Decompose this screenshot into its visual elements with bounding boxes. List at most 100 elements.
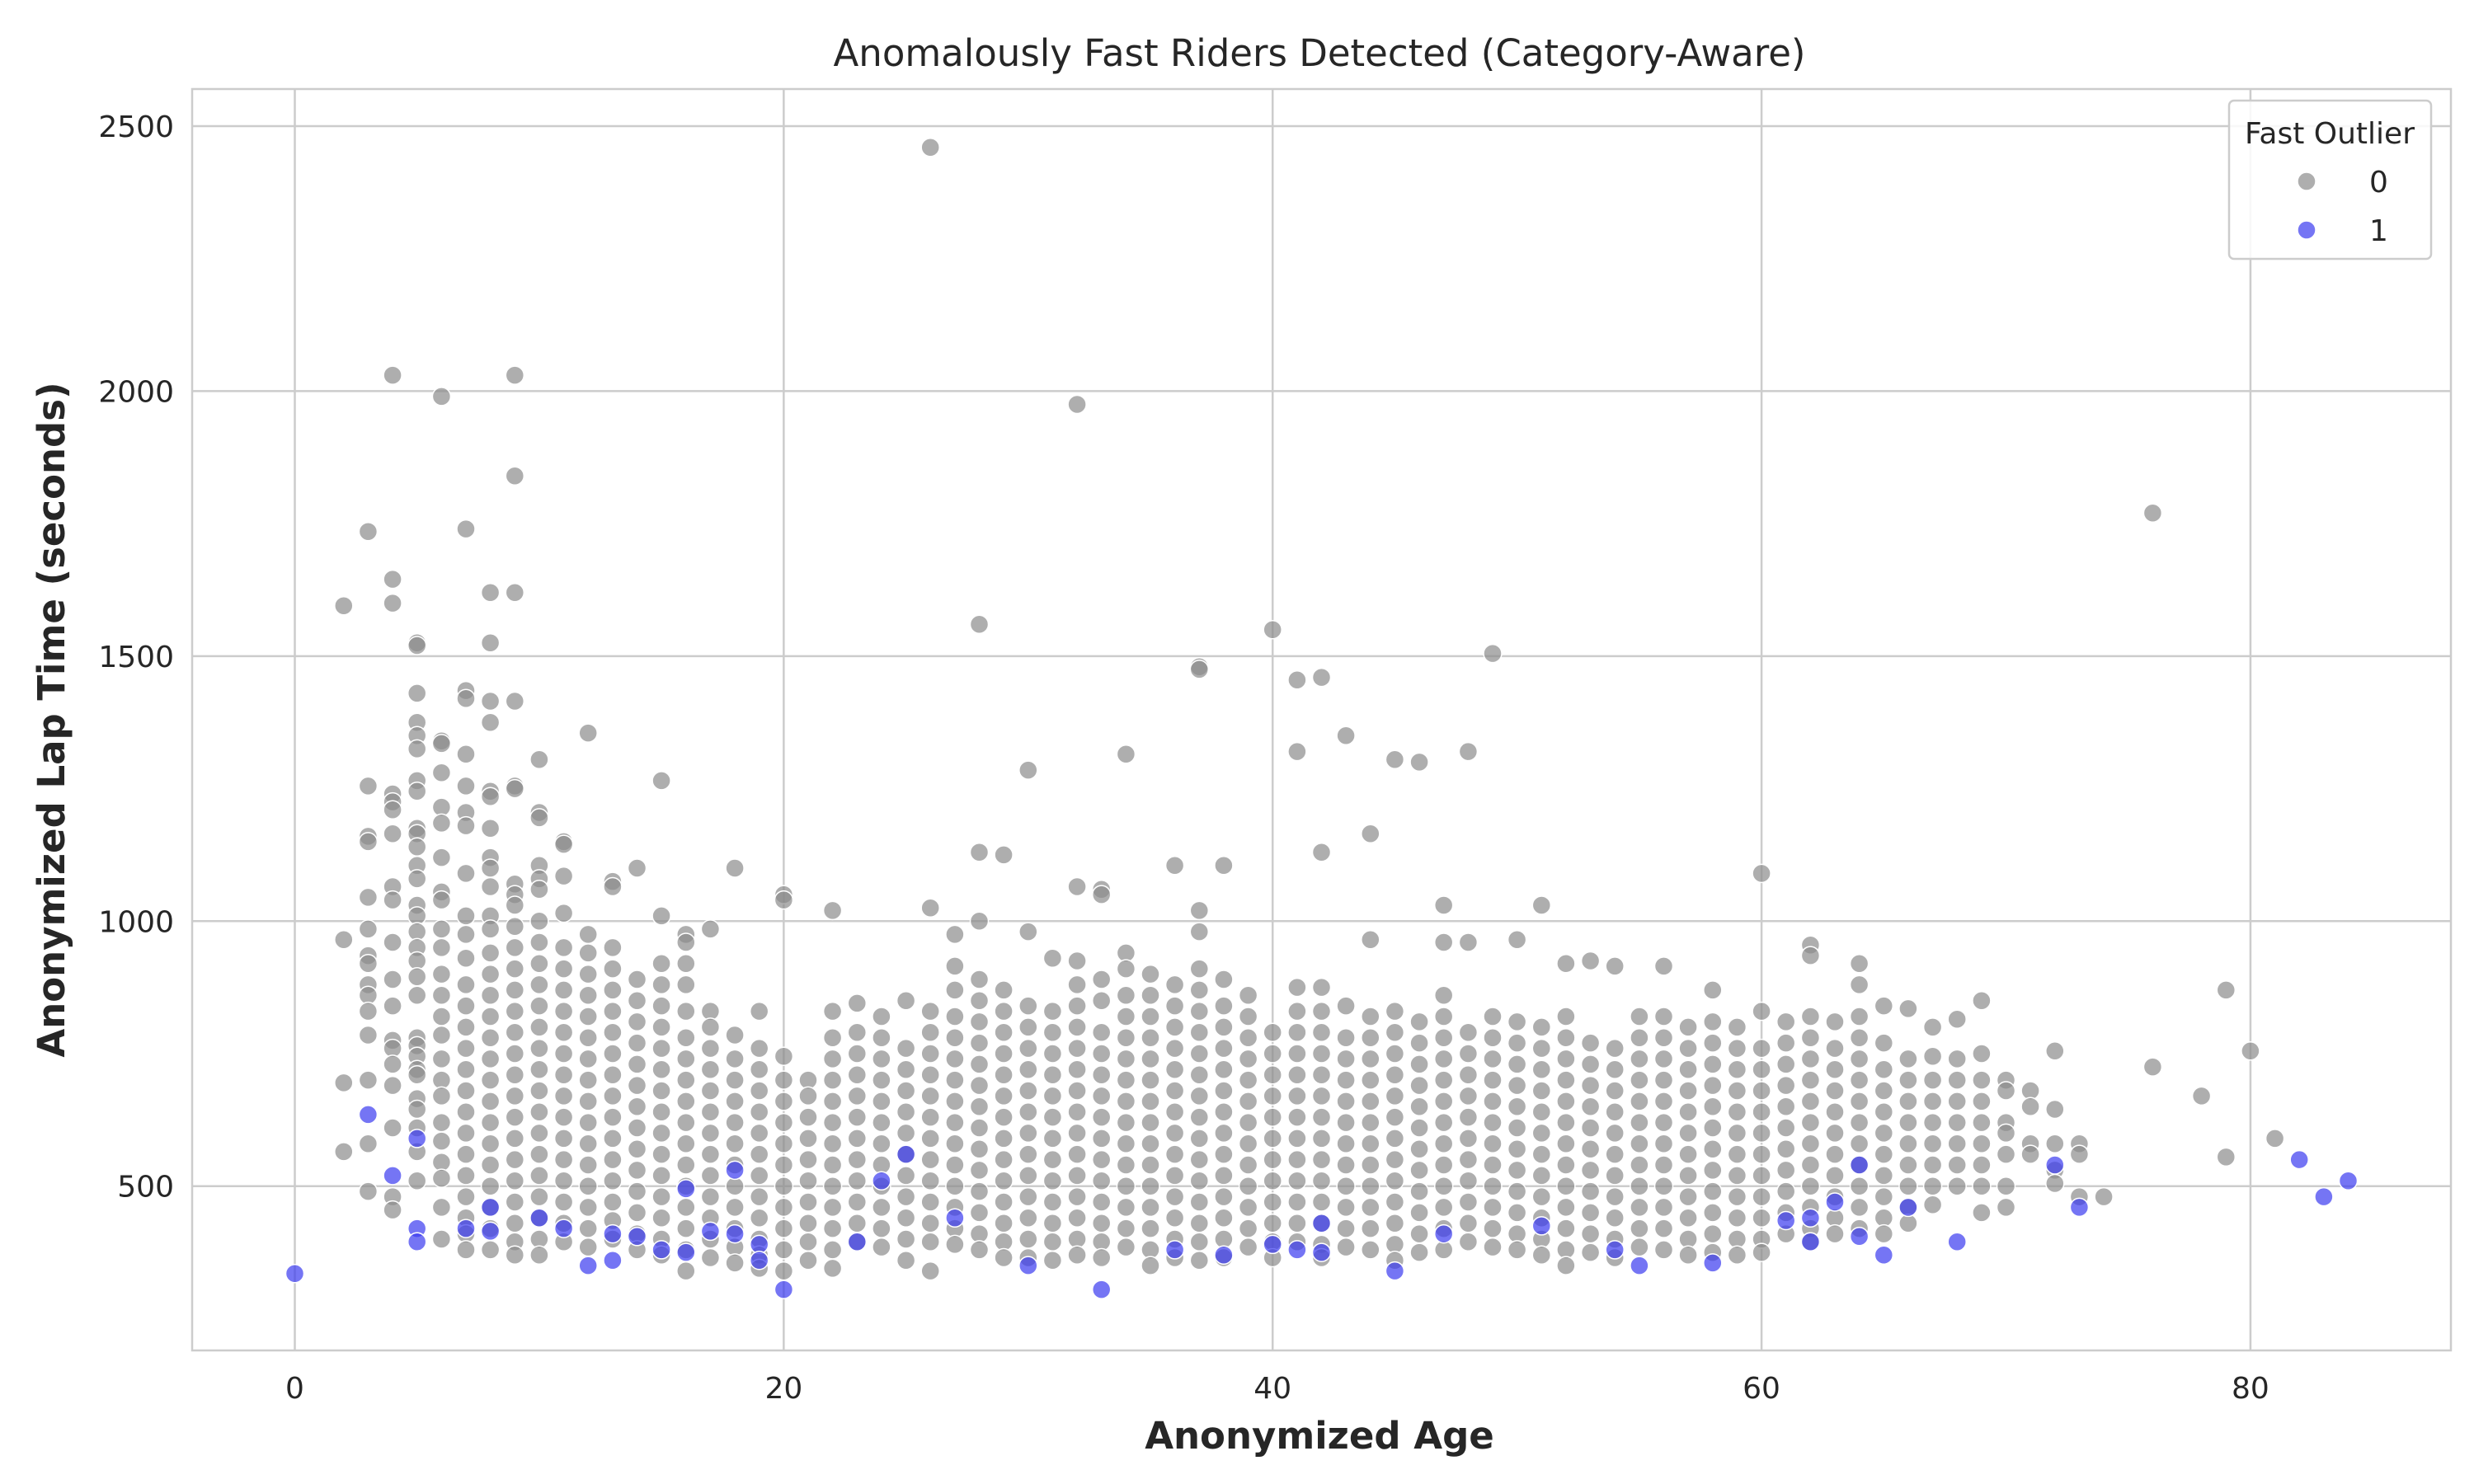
data-point-0 xyxy=(1189,1107,1210,1127)
data-point-0 xyxy=(1825,1101,1845,1122)
data-point-0 xyxy=(1385,1129,1405,1148)
data-point-0 xyxy=(969,1160,990,1181)
data-point-0 xyxy=(1630,1219,1649,1238)
data-point-0 xyxy=(456,776,476,796)
data-point-0 xyxy=(1605,1081,1625,1101)
data-point-0 xyxy=(1825,1166,1845,1186)
data-point-0 xyxy=(1922,1155,1943,1175)
data-point-0 xyxy=(431,985,452,1006)
data-point-0 xyxy=(1776,1139,1796,1159)
data-point-0 xyxy=(994,980,1014,1000)
data-point-0 xyxy=(358,1025,379,1045)
data-point-0 xyxy=(920,1022,940,1043)
data-point-0 xyxy=(480,633,501,653)
data-point-0 xyxy=(1361,1219,1380,1238)
data-point-0 xyxy=(1361,1155,1380,1175)
data-point-0 xyxy=(1018,1059,1038,1080)
data-point-0 xyxy=(1067,1208,1087,1228)
data-point-0 xyxy=(1800,1049,1821,1069)
data-point-0 xyxy=(1189,1044,1210,1064)
data-point-1 xyxy=(1947,1232,1967,1252)
data-point-0 xyxy=(480,1049,501,1069)
data-point-0 xyxy=(627,1075,647,1096)
data-point-0 xyxy=(1311,1107,1332,1127)
data-point-1 xyxy=(1164,1240,1185,1260)
data-point-0 xyxy=(1483,1197,1503,1218)
data-point-0 xyxy=(1361,1092,1380,1111)
data-point-0 xyxy=(480,1112,501,1133)
data-point-0 xyxy=(1507,1012,1527,1032)
data-point-0 xyxy=(1141,1092,1160,1111)
data-point-0 xyxy=(529,1166,549,1186)
data-point-0 xyxy=(1409,1203,1429,1223)
data-point-0 xyxy=(1727,1081,1747,1101)
data-point-0 xyxy=(1752,1242,1771,1262)
data-point-0 xyxy=(798,1086,818,1106)
data-point-1 xyxy=(383,1166,402,1186)
data-point-0 xyxy=(994,1247,1014,1268)
data-point-0 xyxy=(431,1197,452,1218)
data-point-0 xyxy=(1091,1247,1112,1268)
data-point-0 xyxy=(1556,1197,1576,1218)
data-point-0 xyxy=(798,1250,818,1270)
data-point-0 xyxy=(651,1144,671,1164)
data-point-0 xyxy=(774,1176,794,1196)
data-point-0 xyxy=(1996,1197,2016,1218)
data-point-0 xyxy=(1972,1044,1992,1064)
data-point-0 xyxy=(798,1213,818,1233)
data-point-0 xyxy=(1238,1070,1258,1090)
data-point-0 xyxy=(1287,670,1307,690)
data-point-0 xyxy=(822,1258,843,1279)
data-point-0 xyxy=(1849,1112,1870,1133)
data-point-0 xyxy=(1703,1097,1723,1117)
data-point-0 xyxy=(945,1134,965,1154)
data-point-0 xyxy=(1091,1149,1112,1170)
data-point-0 xyxy=(1214,996,1234,1016)
data-point-0 xyxy=(969,1012,990,1032)
data-point-0 xyxy=(1556,1092,1576,1111)
data-point-0 xyxy=(1874,1123,1894,1144)
data-point-0 xyxy=(1189,1064,1210,1085)
data-point-0 xyxy=(627,1054,647,1074)
data-point-0 xyxy=(529,953,549,974)
data-point-0 xyxy=(456,688,476,709)
data-point-0 xyxy=(1630,1112,1649,1133)
data-point-0 xyxy=(1214,1166,1234,1186)
data-point-0 xyxy=(1238,1197,1258,1218)
data-point-0 xyxy=(1409,1160,1429,1181)
data-point-0 xyxy=(1018,1208,1038,1228)
data-point-0 xyxy=(749,1144,769,1164)
data-point-0 xyxy=(1776,1033,1796,1053)
data-point-0 xyxy=(651,953,671,974)
data-point-0 xyxy=(1116,1070,1136,1090)
data-point-0 xyxy=(1263,1213,1282,1233)
data-point-0 xyxy=(1116,1049,1136,1069)
data-point-0 xyxy=(1972,990,1992,1011)
data-point-0 xyxy=(1947,1009,1967,1029)
data-point-0 xyxy=(651,1059,671,1080)
data-point-0 xyxy=(920,1149,940,1170)
data-point-0 xyxy=(456,519,476,539)
data-point-0 xyxy=(1116,1197,1136,1218)
data-point-0 xyxy=(1678,1059,1698,1080)
data-point-0 xyxy=(456,1081,476,1101)
data-point-0 xyxy=(1874,1081,1894,1101)
data-point-0 xyxy=(480,1240,501,1260)
data-point-0 xyxy=(774,1112,794,1133)
data-point-1 xyxy=(651,1240,671,1260)
data-point-0 xyxy=(1164,1059,1185,1080)
data-point-0 xyxy=(358,832,379,852)
data-point-0 xyxy=(1164,974,1185,995)
data-point-0 xyxy=(627,1118,647,1138)
data-point-0 xyxy=(553,1044,574,1064)
data-point-0 xyxy=(1409,1054,1429,1074)
data-point-0 xyxy=(480,1027,501,1048)
data-point-0 xyxy=(1874,1223,1894,1244)
data-point-0 xyxy=(1116,1092,1136,1111)
data-point-0 xyxy=(358,1070,379,1090)
x-tick-label: 60 xyxy=(1743,1372,1780,1406)
data-point-0 xyxy=(2094,1186,2114,1207)
data-point-0 xyxy=(1580,1242,1601,1262)
data-point-0 xyxy=(1311,1129,1332,1148)
data-point-0 xyxy=(1483,1155,1503,1175)
